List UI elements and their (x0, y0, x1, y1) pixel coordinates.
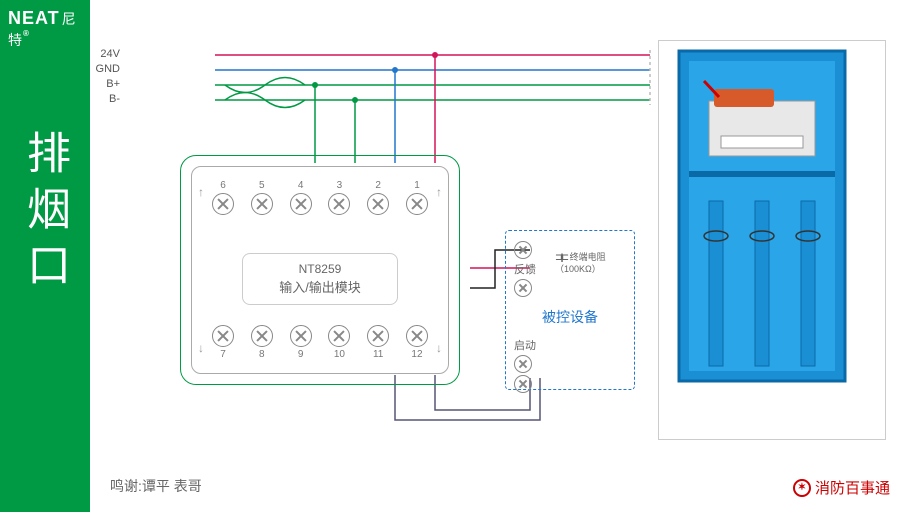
terminal-6: 6 (212, 193, 234, 215)
logo-en: NEAT (8, 8, 60, 28)
arrow-icon: ↑ (198, 185, 204, 199)
terminal-2: 2 (367, 193, 389, 215)
arrow-icon: ↓ (436, 341, 442, 355)
footer-brand-text: 消防百事通 (815, 477, 890, 498)
terminal-1: 1 (406, 193, 428, 215)
bus-label-gnd: GND (90, 63, 120, 75)
terminal-12: 12 (406, 325, 428, 347)
terminal-5: 5 (251, 193, 273, 215)
terminal-row-top: 6 5 4 3 2 1 (212, 179, 428, 229)
footer-brand: ✶ 消防百事通 (793, 477, 890, 498)
start-label: 启动 (514, 337, 626, 353)
terminal-7: 7 (212, 325, 234, 347)
sidebar: NEAT尼特® 排烟口 (0, 0, 90, 512)
module-inner: 6 5 4 3 2 1 NT8259 输入/输出模块 7 8 9 10 11 1… (191, 166, 449, 374)
bus-label-bminus: B- (90, 93, 120, 105)
device-title: 被控设备 (514, 307, 626, 327)
brand-icon: ✶ (793, 479, 811, 497)
arrow-icon: ↑ (436, 185, 442, 199)
device-terminal (514, 279, 532, 297)
page-title: 排烟口 (12, 130, 76, 298)
resistor-value: （100KΩ） (555, 264, 601, 274)
product-photo-frame: 排烟口 (658, 40, 886, 440)
logo-reg: ® (23, 29, 30, 38)
device-terminal (514, 241, 532, 259)
resistor-note: ⊐|||⊏ 终端电阻 （100KΩ） (555, 252, 606, 275)
photo-caption: 排烟口 (669, 59, 875, 80)
diagram-area: 24V GND B+ B- 6 5 4 3 2 1 NT8259 输入/输出模块… (90, 0, 910, 512)
device-terminal (514, 375, 532, 393)
terminal-8: 8 (251, 325, 273, 347)
resistor-label: 终端电阻 (570, 252, 606, 262)
terminal-4: 4 (290, 193, 312, 215)
module-label: NT8259 输入/输出模块 (242, 253, 398, 305)
bus-label-bplus: B+ (90, 78, 120, 90)
module-desc: 输入/输出模块 (243, 278, 397, 298)
credit-text: 鸣谢:谭平 表哥 (110, 476, 202, 496)
terminal-10: 10 (328, 325, 350, 347)
terminal-row-bottom: 7 8 9 10 11 12 (212, 311, 428, 361)
terminal-3: 3 (328, 193, 350, 215)
product-illustration (659, 41, 865, 391)
bus-label-24v: 24V (90, 48, 120, 60)
arrow-icon: ↓ (198, 341, 204, 355)
brand-logo: NEAT尼特® (8, 8, 90, 50)
io-module: 6 5 4 3 2 1 NT8259 输入/输出模块 7 8 9 10 11 1… (180, 155, 460, 385)
terminal-11: 11 (367, 325, 389, 347)
terminal-9: 9 (290, 325, 312, 347)
device-terminal (514, 355, 532, 373)
module-id: NT8259 (243, 260, 397, 278)
